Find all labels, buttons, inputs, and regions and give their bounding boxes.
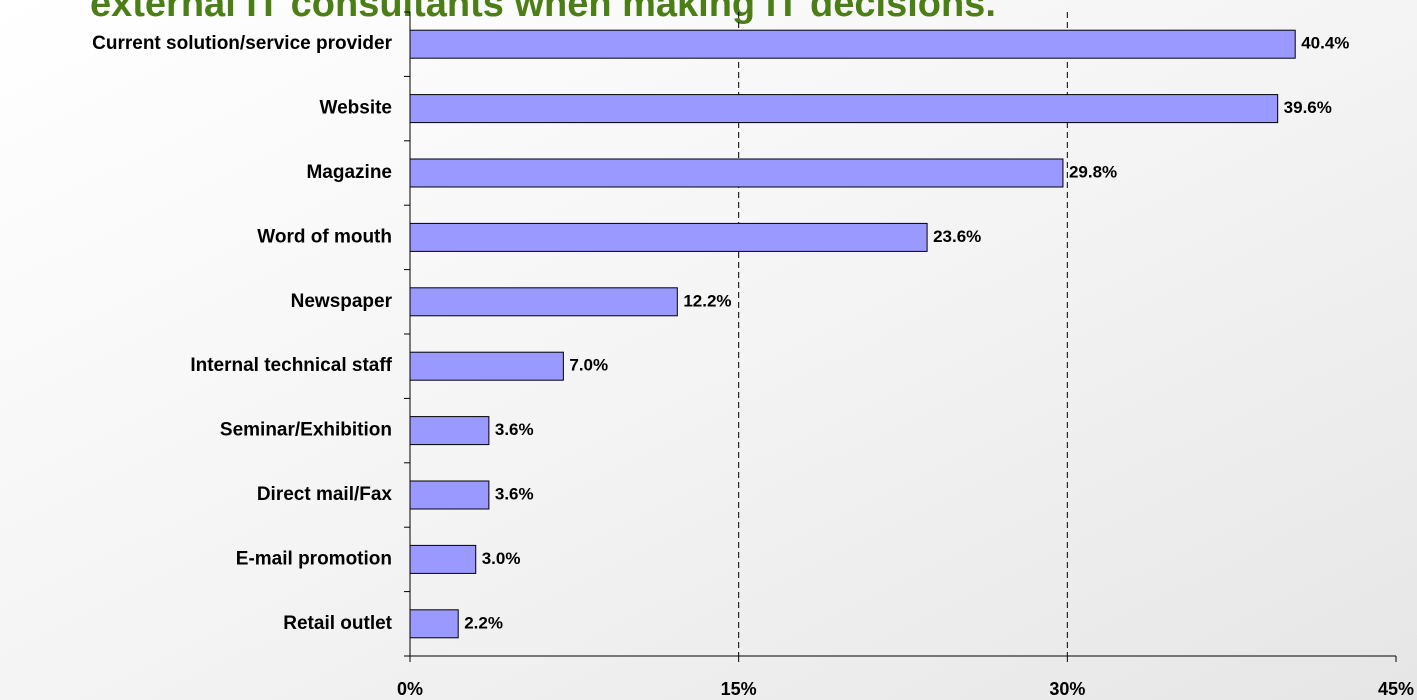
bar [410, 481, 489, 509]
bar [410, 610, 458, 638]
data-label: 39.6% [1284, 98, 1332, 117]
x-tick-label: 30% [1049, 679, 1085, 699]
y-tick-label: E-mail promotion [236, 548, 392, 569]
bar [410, 417, 489, 445]
chart: external IT consultants when making IT d… [0, 0, 1417, 700]
data-label: 40.4% [1301, 34, 1349, 53]
bar [410, 159, 1063, 187]
y-tick-label: Current solution/service provider [92, 33, 392, 54]
x-tick-label: 0% [397, 679, 423, 699]
data-label: 3.6% [495, 420, 534, 439]
bar [410, 352, 563, 380]
data-label: 23.6% [933, 227, 981, 246]
data-label: 12.2% [683, 291, 731, 310]
y-tick-label: Seminar/Exhibition [220, 420, 392, 441]
y-tick-label: Newspaper [291, 291, 393, 312]
data-label: 2.2% [464, 613, 503, 632]
data-label: 7.0% [569, 356, 608, 375]
bar [410, 288, 677, 316]
x-tick-label: 45% [1378, 679, 1414, 699]
y-tick-label: Word of mouth [257, 226, 392, 247]
x-tick-label: 15% [721, 679, 757, 699]
y-tick-label: Website [319, 98, 392, 119]
chart-title: external IT consultants when making IT d… [90, 0, 996, 25]
bar [410, 223, 927, 251]
data-label: 3.0% [482, 549, 521, 568]
y-tick-label: Direct mail/Fax [257, 484, 393, 505]
data-label: 29.8% [1069, 162, 1117, 181]
y-tick-label: Magazine [306, 162, 392, 183]
bar [410, 30, 1295, 58]
data-label: 3.6% [495, 484, 534, 503]
y-tick-label: Internal technical staff [190, 355, 392, 376]
y-tick-label: Retail outlet [283, 613, 392, 634]
bar [410, 95, 1278, 123]
bar [410, 545, 476, 573]
